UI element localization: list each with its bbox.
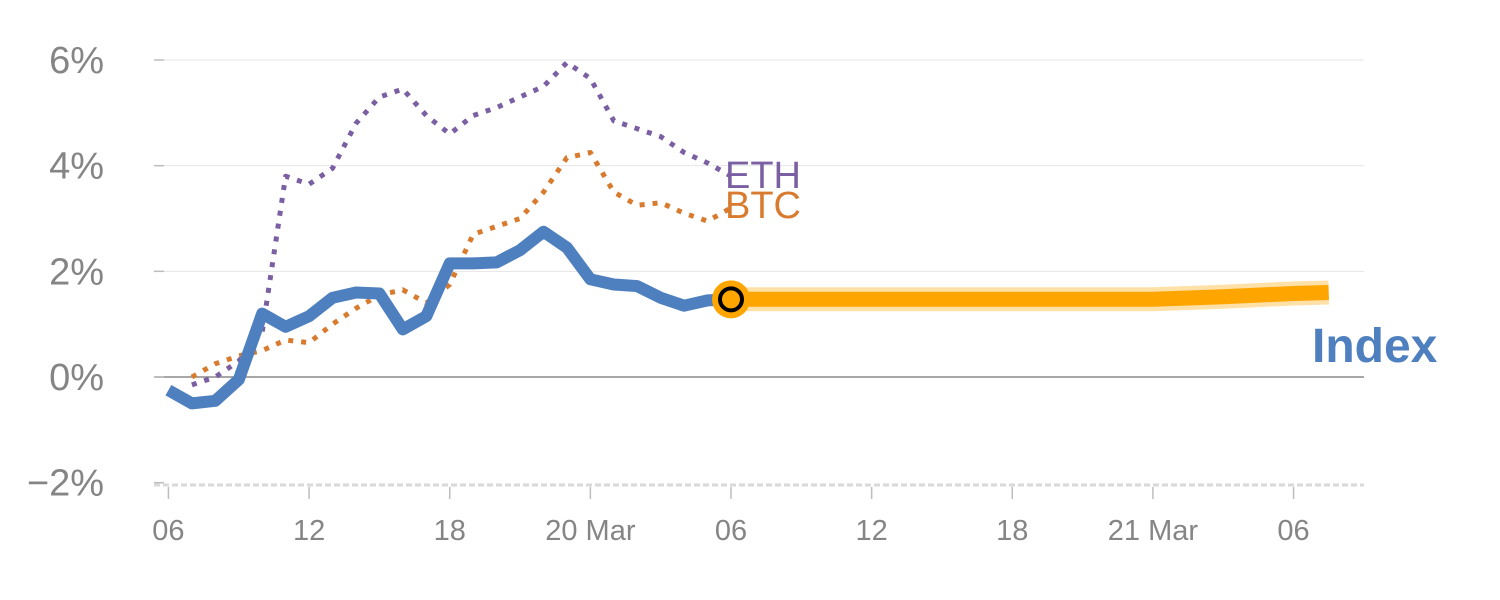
x-tick-label: 06 [715,515,747,547]
eth-series-label: ETH [725,155,801,197]
x-tick-label: 12 [856,515,888,547]
y-axis: 6% 4% 2% 0% −2% [27,40,164,505]
y-tick-label: 0% [49,357,104,399]
y-tick-label: −2% [27,463,104,505]
current-point-marker [718,286,744,313]
x-tick-label: 18 [434,515,466,547]
gridlines [154,59,1364,487]
btc-series-label: BTC [725,185,801,227]
btc-series-line [190,150,733,380]
x-tick-label: 12 [293,515,325,547]
y-tick-label: 4% [49,146,104,188]
index-series-label: Index [1312,320,1438,373]
x-tick-label: 21 Mar [1108,515,1199,547]
x-tick-label: 18 [996,515,1028,547]
x-axis: 06 12 18 20 Mar 06 12 18 21 Mar 06 [152,487,1310,547]
projection-line [731,285,1329,307]
x-tick-label: 06 [1277,515,1309,547]
x-tick-label: 06 [152,515,184,547]
x-tick-label: 20 Mar [545,515,636,547]
y-tick-label: 6% [49,40,104,82]
index-series-line [165,225,732,410]
eth-series-line [191,60,733,388]
series-lines [165,60,1330,410]
y-tick-label: 2% [49,251,104,293]
